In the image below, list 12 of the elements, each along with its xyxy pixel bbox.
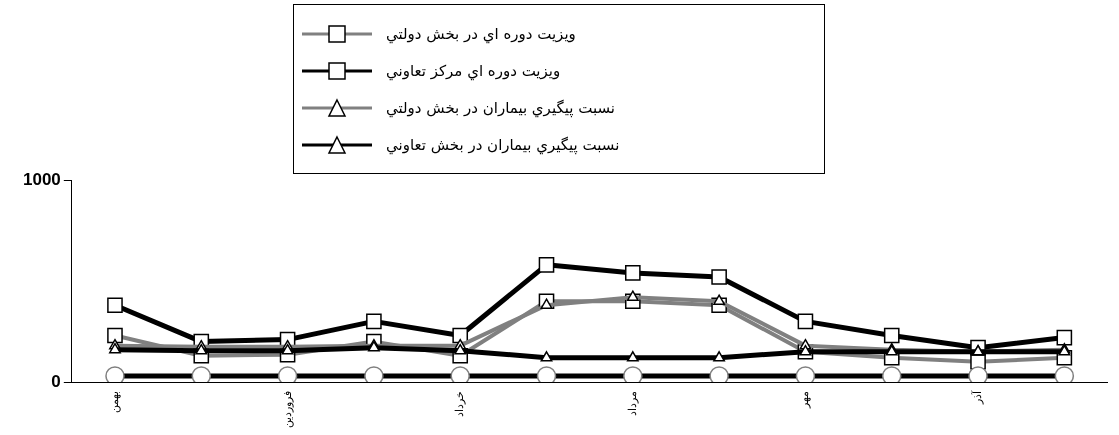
legend-label: ويزيت دوره اي مرکز تعاوني [386, 61, 561, 80]
x-tick-label: فروردين [280, 391, 294, 428]
x-tick-label: خرداد [453, 391, 467, 417]
x-tick-label: مرداد [625, 391, 639, 416]
y-tick-label: 1000 [22, 169, 61, 189]
x-tick-label: آذر [971, 390, 985, 405]
y-tick-label: 0 [51, 371, 61, 391]
legend-label: نسبت پيگيري بيماران در بخش دولتي [386, 98, 615, 117]
x-tick-label: مهر [798, 391, 812, 409]
legend-label: ويزيت دوره اي در بخش دولتي [386, 24, 576, 43]
legend-label: نسبت پيگيري بيماران در بخش تعاوني [386, 135, 620, 154]
x-tick-label: بهمن [108, 391, 121, 413]
